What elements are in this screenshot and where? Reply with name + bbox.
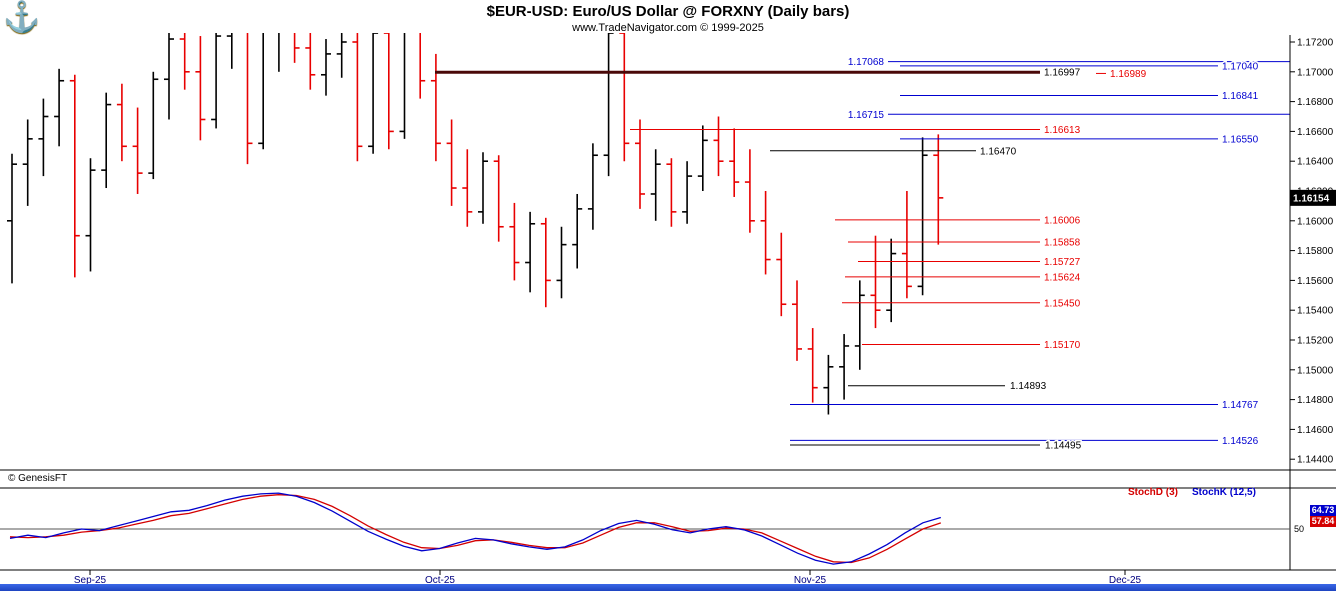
level-label: 1.16550 — [1222, 134, 1259, 145]
level-label: 1.15858 — [1044, 237, 1081, 248]
price-plot — [7, 33, 1290, 446]
level-label: 1.16997 — [1044, 68, 1081, 79]
price-axis-label: 1.17200 — [1297, 38, 1334, 49]
level-label: 1.16989 — [1110, 69, 1147, 80]
month-label: Nov-25 — [794, 575, 827, 586]
price-axis-label: 1.16800 — [1297, 97, 1334, 108]
stoch-50-gridline-label: 50 — [1294, 524, 1305, 534]
genesis-watermark: © GenesisFT — [8, 473, 68, 484]
price-axis-label: 1.15600 — [1297, 276, 1334, 287]
level-label: 1.14495 — [1045, 441, 1082, 452]
price-axis-label: 1.15800 — [1297, 246, 1334, 257]
month-label: Sep-25 — [74, 575, 107, 586]
level-label: 1.16470 — [980, 146, 1017, 157]
chart-subtitle: www.TradeNavigator.com © 1999-2025 — [572, 22, 764, 34]
level-label: 1.14526 — [1222, 436, 1259, 447]
price-axis-label: 1.14800 — [1297, 395, 1334, 406]
level-label: 1.14767 — [1222, 400, 1259, 411]
price-axis-label: 1.15000 — [1297, 365, 1334, 376]
last-price-badge — [1290, 189, 1336, 206]
level-label: 1.15170 — [1044, 340, 1081, 351]
price-axis-label: 1.16600 — [1297, 127, 1334, 138]
level-label: 1.16841 — [1222, 91, 1259, 102]
stoch-line — [9, 492, 941, 565]
anchor-icon: ⚓ — [3, 1, 41, 34]
stochd-legend-label[interactable]: StochD (3) — [1128, 487, 1178, 498]
price-axis-label: 1.17000 — [1297, 67, 1334, 78]
last-price-label: 1.16154 — [1293, 193, 1330, 204]
level-label: 1.15624 — [1044, 272, 1081, 283]
price-axis-label: 1.14400 — [1297, 455, 1334, 466]
level-label: 1.15727 — [1044, 257, 1081, 268]
taskbar-edge — [0, 584, 1336, 591]
stochk-legend-label[interactable]: StochK (12,5) — [1192, 487, 1256, 498]
price-axis-label: 1.15400 — [1297, 306, 1334, 317]
stochk-value-badge: 64.73 — [1310, 505, 1336, 516]
level-label: 1.16715 — [848, 110, 885, 121]
price-axis-label: 1.15200 — [1297, 336, 1334, 347]
price-axis-label: 1.16000 — [1297, 216, 1334, 227]
level-label: 1.16613 — [1044, 125, 1081, 136]
level-label: 1.17068 — [848, 57, 885, 68]
stoch-legend: StochD (3) StochK (12,5) — [1128, 487, 1256, 498]
level-label: 1.14893 — [1010, 381, 1047, 392]
level-label: 1.15450 — [1044, 298, 1081, 309]
stochd-value-badge: 57.84 — [1310, 516, 1336, 527]
level-label: 1.16006 — [1044, 215, 1081, 226]
price-axis-label: 1.14600 — [1297, 425, 1334, 436]
month-label: Oct-25 — [425, 575, 455, 586]
month-label: Dec-25 — [1109, 575, 1142, 586]
level-label: 1.17040 — [1222, 61, 1259, 72]
stoch-line — [9, 494, 942, 564]
price-axis-label: 1.16400 — [1297, 157, 1334, 168]
chart-title: $EUR-USD: Euro/US Dollar @ FORXNY (Daily… — [486, 3, 850, 20]
